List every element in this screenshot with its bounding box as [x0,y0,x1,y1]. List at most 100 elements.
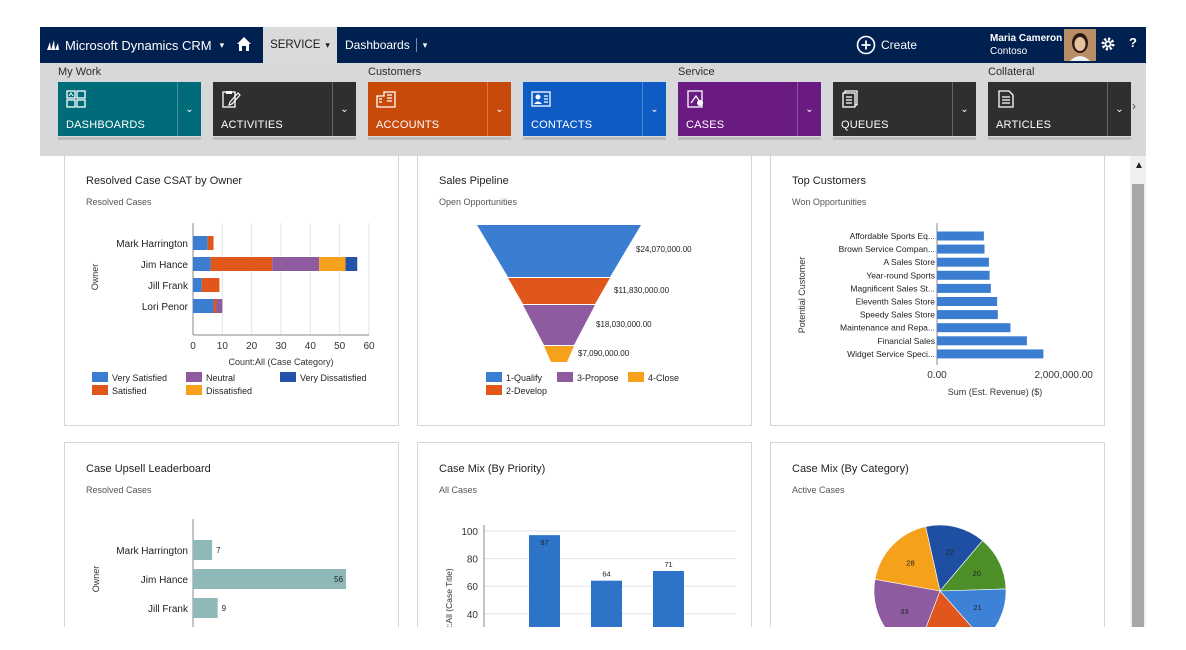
dashboard-area: Resolved Case CSAT by Owner Resolved Cas… [40,156,1130,627]
bar-segment [319,257,346,271]
bar [937,270,990,280]
funnel-stage [477,225,641,277]
legend-label: Very Dissatisfied [300,373,367,383]
tile-accounts[interactable]: ACCOUNTS ⌄ [368,82,511,140]
priority-chart: 40 60 80 100 97 64 71 unt:All (Case Title) [444,525,736,627]
y-tick-label: Brown Service Compan... [839,244,935,254]
tile-label: CASES [686,119,725,131]
nav-tab-dashboards-label: Dashboards [345,38,410,52]
chevron-right-icon[interactable]: › [1132,99,1136,113]
bar [937,297,998,306]
pie-data-label: 22 [946,547,954,556]
user-organization: Contoso [990,46,1028,57]
top-navigation-bar: Microsoft Dynamics CRM ▾ SERVICE ▾ Dashb… [40,27,1146,63]
funnel-value-label: $11,830,000.00 [614,286,670,295]
y-tick-label: 60 [467,582,479,593]
chart-card-upsell: Case Upsell Leaderboard Resolved Cases M… [64,442,399,627]
building-icon [376,91,396,108]
bar [193,569,347,589]
legend-label: 3-Propose [577,373,619,383]
y-tick-label: Year-round Sports [866,270,935,280]
group-label-my-work: My Work [58,66,102,78]
app-title: Microsoft Dynamics CRM [65,37,212,53]
legend-swatch [486,372,502,382]
funnel-value-label: $24,070,000.00 [636,245,692,254]
chevron-down-icon[interactable]: ⌄ [332,82,356,136]
tile-articles[interactable]: ARTICLES ⌄ [988,82,1131,140]
y-tick-label: Jill Frank [148,604,189,615]
pie-slice [939,540,1007,592]
y-tick-label: Maintenance and Repa... [840,323,935,333]
bar-segment [207,236,214,250]
chevron-down-icon[interactable]: ⌄ [487,82,511,136]
queue-icon [842,90,858,108]
chevron-down-icon[interactable]: ⌄ [797,82,821,136]
funnel-stage [508,278,610,304]
upsell-chart: Mark Harrington 7 Jim Hance 56 Jill Frank 9 Ow… [91,519,347,627]
nav-tab-service[interactable]: SERVICE ▾ [263,27,337,63]
chevron-down-icon[interactable]: ⌄ [1107,82,1131,136]
y-tick-label: A Sales Store [883,257,935,267]
tile-contacts[interactable]: CONTACTS ⌄ [523,82,666,140]
scrollbar-thumb[interactable] [1132,184,1144,627]
gear-icon[interactable] [1100,36,1116,52]
scroll-up-arrow-icon[interactable]: ▲ [1134,160,1144,171]
x-tick-label: 2,000,000.00 [1034,370,1093,381]
pie-slice [939,588,1007,627]
home-icon[interactable] [236,36,252,52]
chevron-down-icon[interactable]: ⌄ [952,82,976,136]
avatar[interactable] [1064,29,1096,61]
x-tick-label: 50 [334,341,346,352]
funnel-value-label: $7,090,000.00 [578,349,630,358]
chart-title: Case Upsell Leaderboard [86,463,211,475]
case-icon [687,90,703,108]
chart-card-priority: Case Mix (By Priority) All Cases 40 60 80 1… [417,442,752,627]
x-tick-label: 0 [190,341,196,352]
chevron-down-icon[interactable]: ⌄ [177,82,201,136]
legend-swatch [628,372,644,382]
y-axis-label: Owner [90,264,100,291]
legend-label: Very Satisfied [112,373,167,383]
app-brand-menu[interactable]: Microsoft Dynamics CRM ▾ [46,27,224,63]
tile-shadow [678,137,821,140]
x-tick-label: 20 [246,341,258,352]
data-label: 7 [216,546,221,555]
tile-cases[interactable]: CASES ⌄ [678,82,821,140]
bar [937,349,1044,359]
help-button[interactable]: ? [1129,35,1137,50]
pie-data-label: 33 [900,607,908,616]
bar [591,580,622,627]
create-button[interactable]: Create [856,27,917,63]
bar-segment [201,278,220,292]
tile-activities[interactable]: ACTIVITIES ⌄ [213,82,356,140]
tile-label: CONTACTS [531,119,593,131]
chart-card-customers: Top Customers Won Opportunities Affordab… [770,156,1105,426]
x-axis-label: Count:All (Case Category) [228,357,333,367]
user-info[interactable]: Maria Cameron Contoso [990,32,1062,58]
legend-swatch [186,385,202,395]
y-tick-label: 100 [461,527,478,538]
data-label: 97 [540,538,548,547]
x-tick-label: 10 [217,341,229,352]
tile-queues[interactable]: QUEUES ⌄ [833,82,976,140]
chart-card-csat: Resolved Case CSAT by Owner Resolved Cas… [64,156,399,426]
y-tick-label: Jim Hance [141,575,189,586]
chart-subtitle: Open Opportunities [439,197,518,207]
tile-label: QUEUES [841,119,889,131]
data-label: 56 [334,575,343,584]
bar-segment [193,278,202,292]
tile-dashboards[interactable]: DASHBOARDS ⌄ [58,82,201,140]
bar-segment [193,236,208,250]
y-tick-label: Affordable Sports Eq... [850,231,935,241]
chart-subtitle: All Cases [439,485,478,495]
vertical-scrollbar[interactable]: ▲ [1130,156,1146,627]
nav-tab-dashboards[interactable]: Dashboards ▾ [340,27,427,63]
bar [937,283,991,293]
chevron-down-icon[interactable]: ⌄ [642,82,666,136]
y-tick-label: Mark Harrington [116,546,188,557]
bar-segment [213,299,217,313]
pie-data-label: 20 [973,569,981,578]
funnel-value-label: $18,030,000.00 [596,320,652,329]
bar [193,540,213,560]
